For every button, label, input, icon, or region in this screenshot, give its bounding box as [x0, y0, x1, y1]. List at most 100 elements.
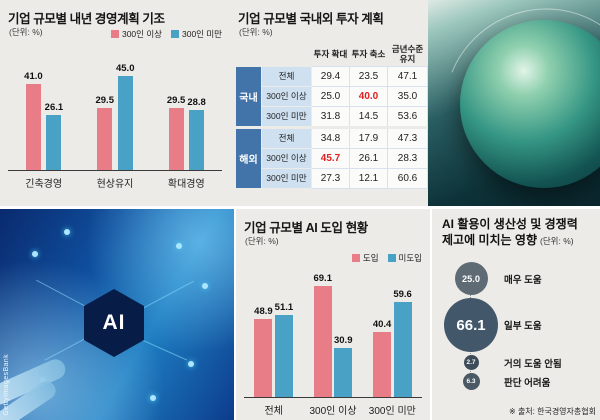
- row-group-label: 국내: [235, 65, 262, 128]
- table-row: 300인 이상 25.0 40.0 35.0: [236, 85, 428, 107]
- bubble-label: 거의 도움 안됨: [504, 358, 562, 370]
- bar-with-value: 48.9: [254, 306, 273, 397]
- legend-item: 300인 미만: [170, 28, 222, 40]
- column-header: 투자 확대: [313, 48, 348, 59]
- table-title: 기업 규모별 국내외 투자 계획: [238, 12, 384, 26]
- ai-adoption-panel: 기업 규모별 AI 도입 현황 (단위: %) 도입 미도입 48.9 51.1 6…: [236, 209, 430, 420]
- legend-label: 도입: [362, 253, 379, 263]
- chart-legend: 300인 이상 300인 미만: [110, 28, 222, 40]
- table-cell: 47.1: [387, 65, 428, 87]
- bubble-value: 6.3: [462, 373, 480, 390]
- bar-with-value: 29.5: [166, 95, 186, 170]
- legend-item: 300인 이상: [110, 28, 162, 40]
- bubble-column: 66.1: [442, 298, 500, 352]
- table-cell: 23.5: [349, 65, 388, 87]
- globe-photo: [428, 0, 600, 206]
- row-label: 300인 미만: [261, 167, 312, 189]
- legend-swatch-blue: [170, 30, 179, 38]
- bar-value-label: 59.6: [393, 288, 412, 300]
- bar-value-label: 29.5: [166, 95, 186, 106]
- table-header-row: 투자 확대 투자 축소 금년수준 유지: [236, 44, 428, 66]
- bar-value-label: 29.5: [95, 95, 114, 106]
- category-label: 300인 미만: [368, 406, 416, 417]
- bubble-row: 25.0 매우 도움: [442, 262, 598, 295]
- bar-value-label: 30.9: [333, 334, 353, 346]
- table-cell: 60.6: [387, 167, 428, 189]
- category-label: 확대경영: [167, 179, 205, 190]
- column-header: 금년수준 유지: [391, 44, 424, 64]
- bar-group: 69.1 30.9: [303, 273, 362, 397]
- table-cell: 17.9: [349, 125, 388, 149]
- bar: [254, 318, 273, 397]
- row-label: 전체: [261, 65, 312, 87]
- bar-group: 29.5 28.8: [151, 95, 222, 170]
- bubble-row: 66.1 일부 도움: [442, 298, 598, 352]
- globe-sphere: [460, 20, 600, 188]
- investment-table-panel: 기업 규모별 국내외 투자 계획 (단위: %) 투자 확대 투자 축소 금년수…: [230, 0, 428, 206]
- row-label: 전체: [261, 125, 312, 149]
- bar: [46, 115, 62, 170]
- bar: [25, 83, 41, 170]
- row-label: 300인 이상: [261, 85, 312, 107]
- legend-label: 300인 미만: [181, 29, 222, 39]
- table-cell: 45.7: [311, 147, 350, 169]
- table-unit: (단위: %): [239, 27, 273, 37]
- bar: [313, 286, 332, 397]
- bar-with-value: 59.6: [393, 289, 412, 397]
- category-label: 현상유지: [96, 179, 134, 190]
- row-label: 300인 이상: [261, 147, 312, 169]
- bar-with-value: 26.1: [44, 102, 64, 170]
- legend-swatch-blue: [387, 254, 396, 262]
- legend-label: 미도입: [398, 253, 422, 263]
- bubble-value: 2.7: [463, 355, 479, 370]
- table-cell: 28.3: [387, 147, 428, 169]
- bar-value-label: 26.1: [44, 102, 64, 114]
- bar-value-label: 69.1: [313, 273, 332, 285]
- table-cell: 40.0: [349, 85, 388, 107]
- table-row: 300인 미만 27.3 12.1 60.6: [236, 167, 428, 189]
- bars-area: 48.9 51.1 69.1 30.9 40.4 59.6: [244, 267, 422, 398]
- management-plan-chart: 41.0 26.1 29.5 45.0 29.5 28.8 긴축경영 현상유지 확대경영: [8, 46, 222, 190]
- bar: [373, 332, 392, 397]
- chart-unit: (단위: %): [540, 235, 574, 246]
- table-cell: 34.8: [311, 125, 350, 149]
- bubble-label: 매우 도움: [504, 274, 542, 286]
- bar-with-value: 69.1: [313, 273, 332, 397]
- bar-value-label: 40.4: [372, 319, 392, 331]
- legend-swatch-pink: [110, 30, 119, 38]
- ai-badge-label: AI: [102, 311, 126, 334]
- table-row: 300인 미만 31.8 14.5 53.6: [236, 105, 428, 128]
- legend-item: 미도입: [387, 252, 422, 264]
- row-group-label: 해외: [235, 125, 262, 189]
- bar: [189, 109, 205, 170]
- table-cell: 25.0: [311, 85, 350, 107]
- table-cell: 31.8: [311, 105, 350, 128]
- circuit-node: [188, 361, 194, 367]
- bar-value-label: 28.8: [187, 96, 206, 108]
- bubble-column: 6.3: [442, 373, 500, 390]
- bar: [168, 108, 184, 170]
- header-corner: [236, 44, 312, 66]
- bar-value-label: 48.9: [254, 305, 273, 317]
- bar-group: 48.9 51.1: [244, 302, 303, 397]
- bar: [97, 108, 113, 170]
- chart-unit: (단위: %): [245, 236, 279, 246]
- table-cell: 35.0: [387, 85, 428, 107]
- bubble-label: 일부 도움: [504, 321, 542, 332]
- legend-swatch-pink: [351, 254, 360, 262]
- category-label: 300인 이상: [309, 406, 357, 417]
- legend-item: 도입: [351, 252, 379, 264]
- ai-hexagon: AI: [84, 289, 144, 357]
- ai-impact-panel: AI 활용이 생산성 및 경쟁력 제고에 미치는 영향 (단위: %) 25.0 매…: [432, 209, 600, 420]
- investment-table: 투자 확대 투자 축소 금년수준 유지 국내 전체 29.4 23.5 47.1 300인…: [235, 44, 428, 189]
- bar-with-value: 28.8: [187, 96, 206, 170]
- circuit-node: [150, 395, 156, 401]
- category-axis: 긴축경영 현상유지 확대경영: [8, 171, 222, 190]
- table-cell: 26.1: [349, 147, 388, 169]
- ai-photo: AI GettyImagesBank: [0, 209, 234, 420]
- bar-group: 40.4 59.6: [363, 289, 422, 397]
- bubble-column: 2.7: [442, 355, 500, 370]
- column-header: 투자 축소: [351, 48, 386, 59]
- bar: [393, 301, 412, 397]
